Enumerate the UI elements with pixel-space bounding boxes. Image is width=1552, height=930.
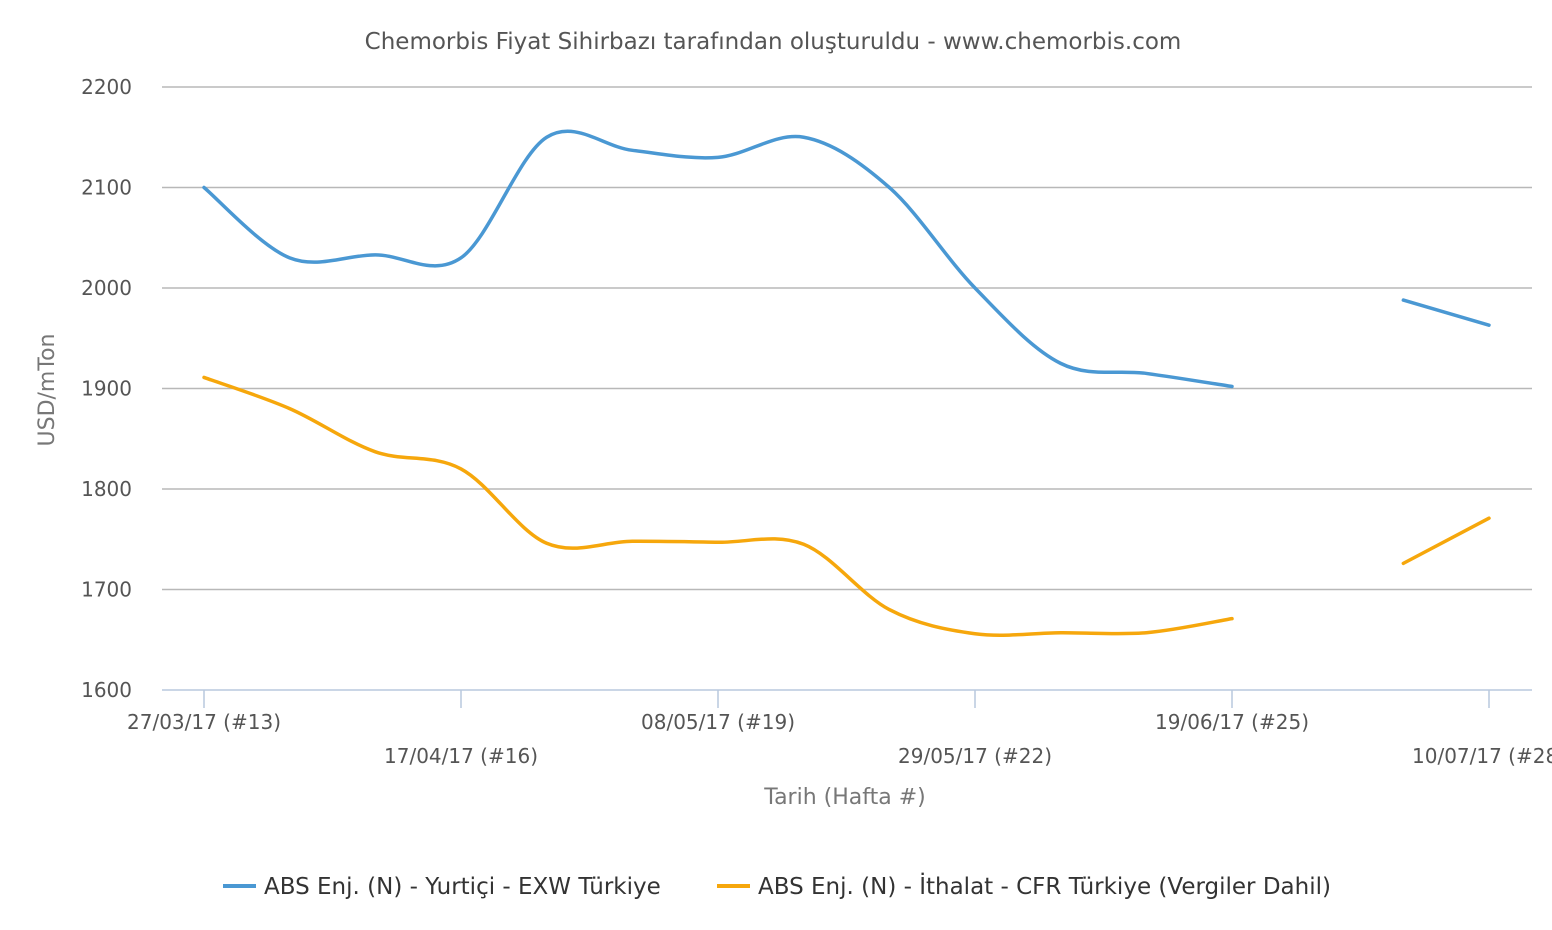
x-tick-label: 08/05/17 (#19) — [641, 710, 795, 734]
y-tick-label: 2200 — [81, 75, 132, 99]
y-axis-ticks: 1600 1700 1800 1900 2000 2100 2200 — [81, 75, 132, 702]
y-tick-label: 2100 — [81, 176, 132, 200]
x-axis-title: Tarih (Hafta #) — [763, 785, 925, 810]
x-tick-label: 17/04/17 (#16) — [384, 744, 538, 768]
series-line-import-segment-1[interactable] — [202, 375, 1234, 637]
y-tick-label: 1600 — [81, 678, 132, 702]
y-tick-label: 1900 — [81, 377, 132, 401]
series-line-domestic-segment-2[interactable] — [1401, 298, 1491, 327]
legend: ABS Enj. (N) - Yurtiçi - EXW Türkiye ABS… — [223, 872, 1331, 900]
x-axis-ticks: 27/03/17 (#13) 17/04/17 (#16) 08/05/17 (#1… — [127, 690, 1552, 768]
x-tick-label: 10/07/17 (#28) — [1412, 744, 1552, 768]
x-tick-label: 27/03/17 (#13) — [127, 710, 281, 734]
y-tick-label: 2000 — [81, 276, 132, 300]
legend-item-import[interactable]: ABS Enj. (N) - İthalat - CFR Türkiye (Ve… — [717, 872, 1331, 900]
y-tick-label: 1700 — [81, 578, 132, 602]
x-tick-label: 29/05/17 (#22) — [898, 744, 1052, 768]
legend-label-domestic: ABS Enj. (N) - Yurtiçi - EXW Türkiye — [264, 874, 661, 900]
chart-title: Chemorbis Fiyat Sihirbazı tarafından olu… — [365, 29, 1182, 55]
gridlines — [162, 86, 1532, 591]
series-line-import-segment-2[interactable] — [1401, 516, 1491, 566]
legend-item-domestic[interactable]: ABS Enj. (N) - Yurtiçi - EXW Türkiye — [223, 874, 661, 900]
y-tick-label: 1800 — [81, 477, 132, 501]
y-axis-title: USD/mTon — [35, 334, 60, 447]
series-lines — [202, 129, 1491, 637]
legend-label-import: ABS Enj. (N) - İthalat - CFR Türkiye (Ve… — [758, 872, 1331, 900]
x-tick-label: 19/06/17 (#25) — [1155, 710, 1309, 734]
series-line-domestic-segment-1[interactable] — [202, 129, 1234, 389]
